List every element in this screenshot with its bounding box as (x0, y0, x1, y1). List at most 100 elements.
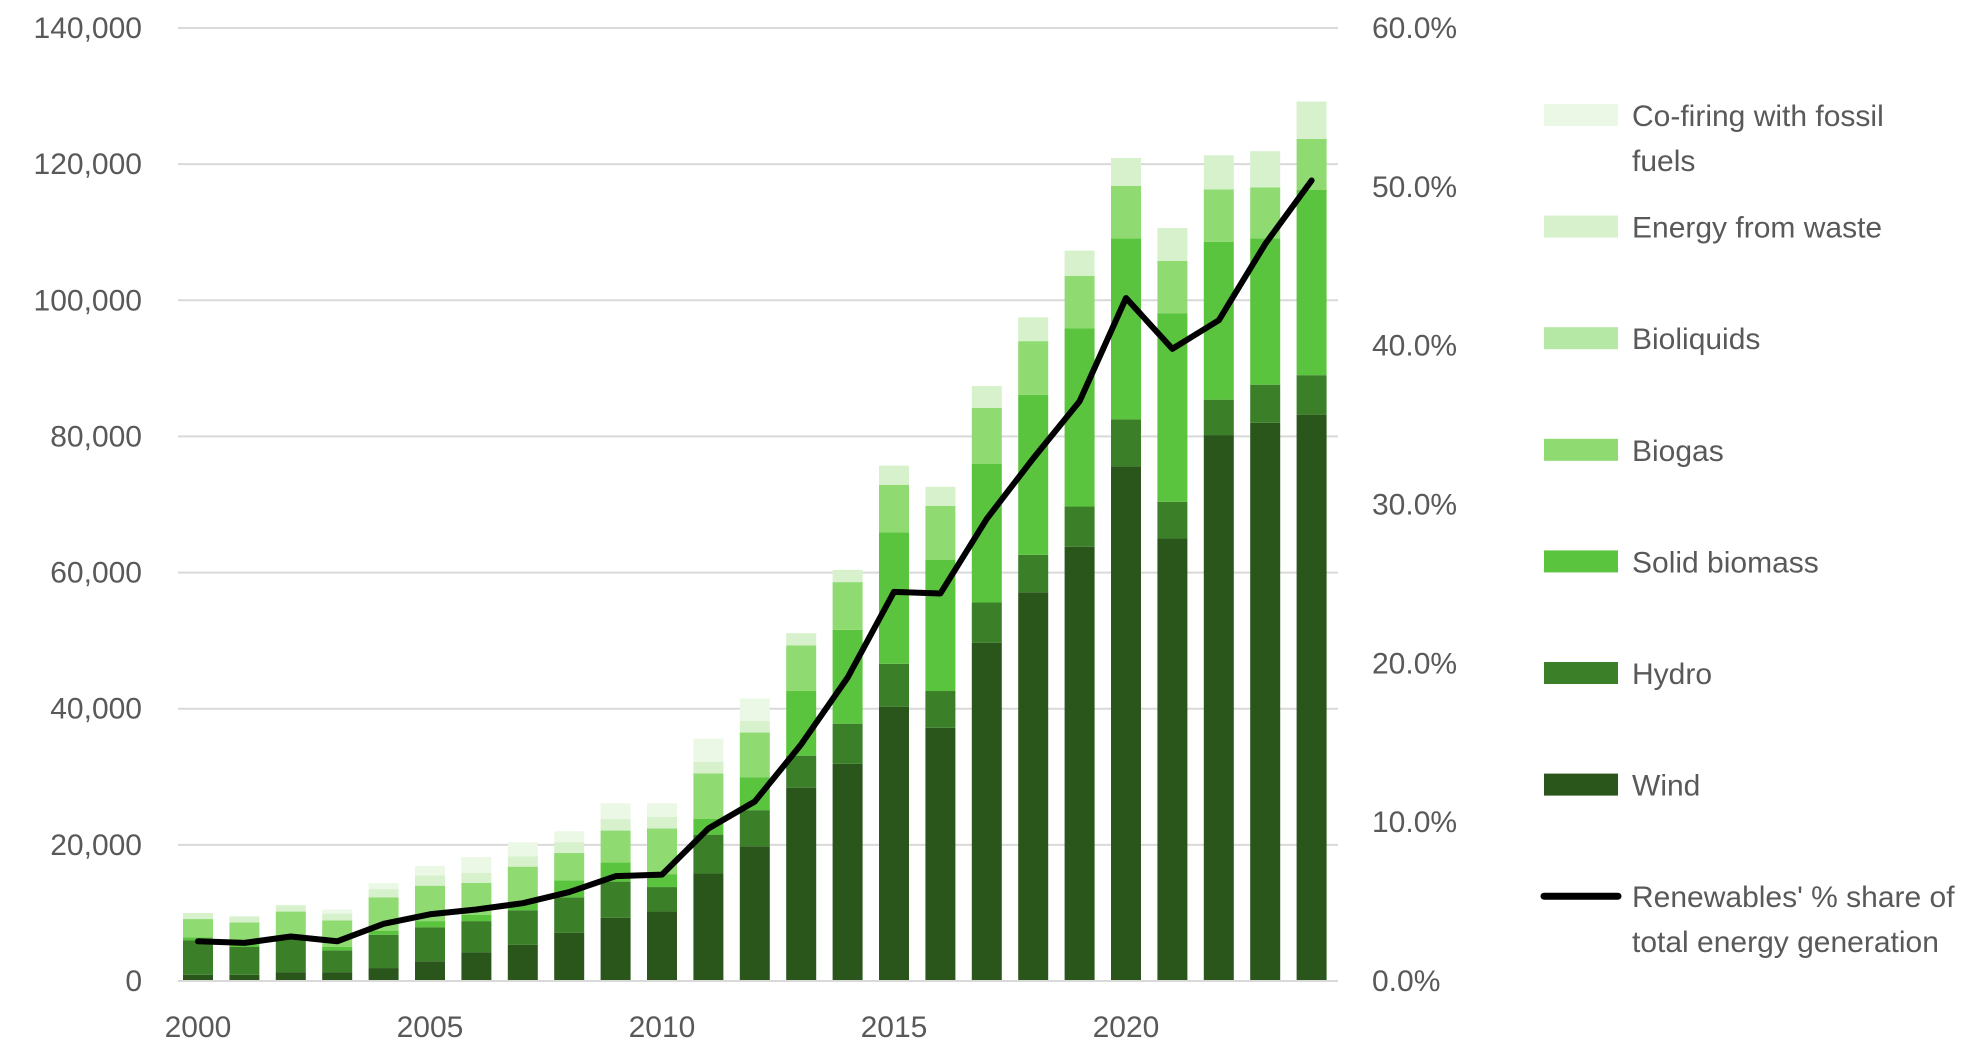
bar-biogas-2021 (1157, 260, 1188, 314)
bar-hydro-2021 (1157, 501, 1188, 539)
bar-hydro-2020 (1111, 419, 1141, 467)
legend-swatch-biogas (1544, 438, 1618, 461)
y2-tick-label: 20.0% (1372, 647, 1457, 680)
legend-label-energy-from-waste: Energy from waste (1632, 212, 1882, 245)
bar-wind-2010 (647, 911, 677, 981)
legend-label-co-firing-with-fossil-fuels: Co-firing with fossil (1632, 100, 1884, 133)
bar-energy-from-waste-2004 (368, 889, 399, 898)
bar-co-firing-with-fossil-fuels-2011 (693, 738, 724, 762)
bar-energy-from-waste-2014 (832, 569, 863, 583)
bar-hydro-2024 (1296, 375, 1327, 415)
bar-solid-biomass-2004 (368, 930, 399, 935)
bar-solid-biomass-2020 (1111, 238, 1141, 420)
bar-wind-2012 (739, 846, 770, 981)
legend-label-wind: Wind (1632, 770, 1700, 803)
bar-biogas-2022 (1203, 189, 1234, 242)
bar-co-firing-with-fossil-fuels-2004 (368, 882, 399, 890)
bar-wind-2020 (1111, 466, 1141, 981)
bar-biogas-2019 (1064, 275, 1095, 329)
bar-hydro-2016 (925, 691, 956, 728)
bar-wind-2008 (554, 932, 585, 981)
bar-hydro-2009 (600, 881, 631, 918)
bar-hydro-2022 (1203, 399, 1234, 436)
bar-hydro-2012 (739, 810, 770, 847)
bar-hydro-2005 (415, 927, 445, 962)
bar-biogas-2016 (925, 505, 956, 560)
y-tick-label: 80,000 (50, 420, 142, 453)
bar-energy-from-waste-2011 (693, 761, 724, 774)
y-tick-label: 40,000 (50, 693, 142, 726)
bar-wind-2021 (1157, 538, 1188, 981)
bar-hydro-2006 (461, 921, 492, 953)
bar-wind-2016 (925, 727, 956, 981)
bar-hydro-2004 (368, 934, 399, 969)
y2-tick-label: 50.0% (1372, 171, 1457, 204)
bar-wind-2002 (275, 972, 306, 981)
bar-wind-2015 (879, 706, 909, 981)
bar-wind-2013 (786, 787, 817, 981)
x-tick-label: 2010 (629, 1011, 696, 1044)
legend: Co-firing with fossil fuels Energy from wa… (1540, 100, 1955, 959)
legend-swatch-solid-biomass (1544, 550, 1618, 573)
y-tick-label: 20,000 (50, 829, 142, 862)
bar-co-firing-with-fossil-fuels-2010 (647, 803, 677, 817)
y-tick-label: 100,000 (34, 284, 142, 317)
bar-hydro-2007 (507, 910, 538, 945)
x-tick-label: 2005 (397, 1011, 464, 1044)
bar-energy-from-waste-2001 (229, 916, 260, 923)
x-tick-label: 2020 (1093, 1011, 1160, 1044)
bar-wind-2006 (461, 952, 492, 981)
bar-wind-2000 (183, 974, 213, 981)
bar-biogas-2008 (554, 853, 585, 881)
y-tick-label: 0 (125, 965, 142, 998)
bar-co-firing-with-fossil-fuels-2012 (739, 698, 770, 721)
bar-biogas-2001 (229, 922, 260, 945)
bar-biogas-2018 (1018, 341, 1049, 395)
bar-co-firing-with-fossil-fuels-2002 (275, 904, 306, 906)
bar-co-firing-with-fossil-fuels-2007 (507, 842, 538, 857)
bar-co-firing-with-fossil-fuels-2006 (461, 857, 492, 873)
bar-hydro-2014 (832, 723, 863, 764)
bar-wind-2004 (368, 968, 399, 981)
bar-energy-from-waste-2003 (322, 913, 353, 921)
bar-hydro-2015 (879, 663, 909, 707)
bar-wind-2019 (1064, 546, 1095, 981)
y2-tick-label: 30.0% (1372, 489, 1457, 522)
bar-hydro-2010 (647, 887, 677, 912)
legend-label-solid-biomass: Solid biomass (1632, 546, 1819, 579)
bar-energy-from-waste-2018 (1018, 317, 1049, 342)
bar-solid-biomass-2005 (415, 921, 445, 928)
bar-co-firing-with-fossil-fuels-2005 (415, 865, 445, 876)
bar-wind-2001 (229, 974, 260, 981)
bar-biogas-2020 (1111, 185, 1141, 239)
bar-hydro-2002 (275, 939, 306, 973)
legend-label-renewables-share-of-total-energy-generation: Renewables' % share of (1632, 881, 1955, 914)
bar-energy-from-waste-2024 (1296, 101, 1327, 139)
bar-energy-from-waste-2017 (971, 386, 1002, 408)
bar-energy-from-waste-2007 (507, 856, 538, 867)
bar-wind-2018 (1018, 592, 1049, 981)
bar-co-firing-with-fossil-fuels-2003 (322, 909, 353, 914)
stacked-bars (183, 101, 1327, 981)
bar-hydro-2008 (554, 897, 585, 933)
bar-wind-2023 (1250, 422, 1281, 981)
bar-energy-from-waste-2022 (1203, 155, 1234, 190)
legend-label-biogas: Biogas (1632, 435, 1724, 468)
share-line (195, 177, 1315, 946)
bar-energy-from-waste-2008 (554, 842, 585, 854)
legend-label-co-firing-with-fossil-fuels: fuels (1632, 145, 1695, 178)
bar-energy-from-waste-2005 (415, 875, 445, 886)
bar-biogas-2002 (275, 911, 306, 937)
bar-energy-from-waste-2013 (786, 633, 817, 646)
legend-label-renewables-share-of-total-energy-generation: total energy generation (1632, 926, 1939, 959)
legend-swatch-wind (1544, 773, 1618, 796)
bar-wind-2011 (693, 873, 724, 981)
bar-solid-biomass-2024 (1296, 190, 1327, 376)
bar-biogas-2000 (183, 919, 213, 938)
gridlines (178, 27, 1338, 846)
bar-energy-from-waste-2015 (879, 465, 909, 485)
bar-biogas-2015 (879, 484, 909, 533)
y2-tick-label: 0.0% (1372, 965, 1440, 998)
y2-tick-label: 40.0% (1372, 330, 1457, 363)
legend-swatch-co-firing-with-fossil-fuels (1544, 104, 1618, 126)
